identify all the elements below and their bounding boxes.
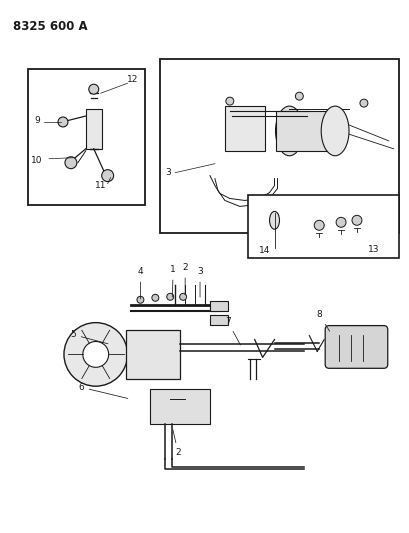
Bar [160, 59, 398, 233]
Text: 9: 9 [34, 117, 40, 125]
Circle shape [64, 322, 127, 386]
Bar [85, 109, 101, 149]
Text: 1: 1 [170, 265, 175, 297]
Circle shape [313, 220, 324, 230]
Ellipse shape [320, 106, 348, 156]
Text: 6: 6 [78, 383, 128, 399]
Text: 3: 3 [197, 268, 202, 297]
Text: 11: 11 [95, 181, 106, 190]
Ellipse shape [269, 212, 279, 229]
Circle shape [225, 97, 233, 105]
Circle shape [101, 169, 113, 182]
Text: 8: 8 [316, 310, 329, 331]
Ellipse shape [275, 106, 303, 156]
Text: 13: 13 [367, 245, 379, 254]
Circle shape [89, 84, 99, 94]
Bar [224, 106, 264, 151]
Circle shape [359, 99, 367, 107]
Circle shape [58, 117, 68, 127]
Circle shape [335, 217, 345, 227]
Bar [28, 69, 145, 205]
Text: 3: 3 [165, 168, 171, 177]
Circle shape [65, 157, 76, 168]
Circle shape [179, 293, 186, 300]
Bar [125, 329, 180, 379]
Bar [247, 196, 398, 258]
Text: 2: 2 [182, 263, 187, 295]
Bar [209, 301, 227, 311]
Bar [275, 111, 334, 151]
Text: 7: 7 [225, 317, 240, 345]
Text: 12: 12 [126, 75, 138, 84]
Text: 8325 600 A: 8325 600 A [13, 20, 88, 33]
Text: 14: 14 [258, 246, 270, 255]
Circle shape [151, 294, 158, 301]
Circle shape [351, 215, 361, 225]
Circle shape [137, 296, 144, 303]
Bar [209, 314, 227, 325]
Circle shape [166, 293, 173, 300]
FancyBboxPatch shape [324, 326, 387, 368]
Text: 4: 4 [137, 268, 143, 299]
Text: 10: 10 [31, 156, 43, 165]
Text: 2: 2 [173, 430, 180, 457]
Bar [150, 389, 209, 424]
Text: 5: 5 [70, 330, 108, 344]
Circle shape [294, 92, 303, 100]
Circle shape [83, 342, 108, 367]
